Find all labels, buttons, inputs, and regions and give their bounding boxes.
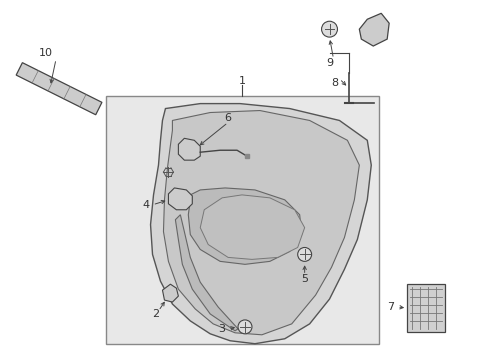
Polygon shape — [200, 195, 304, 260]
Text: 3: 3 — [218, 324, 224, 334]
Bar — [105, 96, 379, 344]
Text: 6: 6 — [224, 113, 231, 123]
Circle shape — [238, 320, 251, 334]
Text: 5: 5 — [301, 274, 307, 284]
Polygon shape — [163, 111, 359, 335]
Polygon shape — [359, 13, 388, 46]
Text: 4: 4 — [142, 200, 149, 210]
Bar — [406, 284, 444, 332]
Text: 7: 7 — [386, 302, 393, 312]
Text: 10: 10 — [39, 48, 53, 58]
Text: 2: 2 — [152, 309, 159, 319]
Text: 1: 1 — [238, 76, 245, 86]
Polygon shape — [150, 104, 370, 344]
Polygon shape — [178, 138, 200, 160]
Polygon shape — [175, 215, 238, 331]
Polygon shape — [188, 188, 301, 264]
Text: 8: 8 — [330, 78, 337, 88]
Polygon shape — [168, 188, 192, 210]
Circle shape — [297, 247, 311, 261]
Text: 9: 9 — [325, 58, 332, 68]
Polygon shape — [162, 284, 178, 302]
Polygon shape — [16, 63, 102, 115]
Circle shape — [321, 21, 337, 37]
